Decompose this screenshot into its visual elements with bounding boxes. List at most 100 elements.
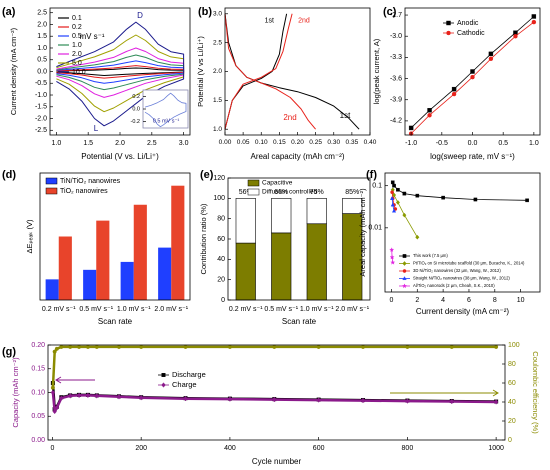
- marker: [76, 392, 82, 399]
- marker: [85, 344, 90, 349]
- arrow: [390, 389, 499, 397]
- series-line: [391, 192, 396, 210]
- y2-tick-label: 0: [508, 437, 512, 444]
- panel-label: (a): [2, 6, 16, 18]
- x-tick-label: 0.10: [255, 139, 268, 146]
- x-tick-label: 1.0: [51, 140, 61, 147]
- marker: [402, 261, 407, 266]
- y-axis-label: log(peak current, A): [372, 38, 381, 104]
- y-tick-label: -3.9: [390, 97, 402, 104]
- y-tick-label: 2.5: [213, 39, 222, 46]
- marker: [50, 389, 56, 396]
- y-tick-label: 0.2: [132, 94, 140, 100]
- x-tick-label: 1.5: [83, 140, 93, 147]
- marker: [183, 395, 188, 402]
- marker: [54, 346, 59, 351]
- marker: [316, 344, 321, 349]
- marker: [470, 69, 475, 74]
- y2-tick-label: 100: [508, 342, 520, 349]
- legend-label: Straight Ni/TiO₂ nanowires (38 µm, Wang,…: [413, 276, 510, 281]
- marker: [272, 344, 277, 349]
- bar: [158, 247, 172, 300]
- x-tick-label: 0.35: [346, 139, 359, 146]
- y-tick-label: 0.1: [372, 183, 382, 190]
- marker: [396, 187, 400, 192]
- x-tick-label: 400: [224, 445, 236, 452]
- panel-label: (b): [198, 6, 212, 18]
- x-tick-label: 1.0 mV s⁻¹: [117, 306, 151, 313]
- marker: [488, 51, 494, 57]
- x-tick-label: 0.05: [237, 139, 250, 146]
- y-tick-label: -2.0: [35, 115, 47, 122]
- x-tick-label: 200: [135, 445, 147, 452]
- x-axis-label: log(sweep rate, mV s⁻¹): [430, 152, 515, 161]
- y-tick-label: 2.0: [213, 68, 222, 75]
- bar-segment: [306, 198, 327, 225]
- marker: [449, 344, 454, 349]
- legend-swatch: [247, 179, 260, 187]
- series-label: 1st: [265, 18, 274, 25]
- y-tick-label: 80: [217, 216, 225, 223]
- y-tick-label: -3.3: [390, 54, 402, 61]
- marker: [138, 395, 144, 401]
- x-tick-label: 0.40: [364, 139, 377, 146]
- bar-segment: [342, 198, 363, 214]
- legend-label: 10.0: [72, 69, 86, 76]
- y-axis-label: Current density (mA cm⁻²): [9, 27, 18, 115]
- marker: [139, 344, 144, 349]
- x-axis-label: Cycle number: [252, 457, 302, 466]
- x-axis-label: Current density (mA cm⁻²): [416, 307, 509, 316]
- y-tick-label: 0.10: [31, 389, 45, 396]
- marker: [531, 14, 537, 19]
- x-tick-label: -0.5: [436, 140, 448, 147]
- marker: [390, 259, 396, 265]
- marker: [427, 108, 432, 113]
- bar-segment: [271, 232, 292, 301]
- legend-label: This work (7.5 µm): [413, 253, 448, 258]
- x-axis-label: Potential (V vs. Li/Li⁺): [81, 152, 159, 161]
- marker: [449, 398, 454, 405]
- x-tick-label: 0.20: [291, 139, 304, 146]
- y-tick-label: 20: [217, 277, 225, 284]
- marker: [488, 56, 494, 61]
- series-line: [392, 189, 418, 238]
- marker: [227, 396, 233, 402]
- bar: [133, 204, 147, 300]
- legend-label: 0.2: [72, 24, 82, 31]
- legend-label: 2.0: [72, 51, 82, 58]
- x-tick-label: 2.0 mV s⁻¹: [154, 306, 188, 313]
- marker: [68, 344, 73, 349]
- marker: [525, 198, 529, 203]
- x-tick-label: 1.0 mV s⁻¹: [300, 306, 334, 313]
- y-tick-label: 0.5: [37, 57, 47, 64]
- panel-label: (e): [200, 169, 214, 181]
- marker: [408, 125, 414, 131]
- legend-label: TiN/TiO₂ nanowires: [60, 178, 121, 185]
- y-axis-label: Potential (V vs Li/Li⁺): [196, 36, 205, 107]
- marker: [389, 254, 395, 260]
- x-tick-label: 0.5 mV s⁻¹: [264, 306, 298, 313]
- y-tick-label: 2.5: [37, 10, 47, 17]
- legend-label: 3D Ni/TiO₂ nanowires (32 µm, Wang, W., 2…: [413, 268, 501, 273]
- marker: [389, 196, 395, 200]
- bar: [58, 236, 72, 300]
- y-tick-label: -2.5: [35, 127, 47, 134]
- series-line: [392, 182, 528, 201]
- y-tick-label: -3.0: [390, 33, 402, 40]
- marker: [390, 180, 395, 185]
- legend-swatch: [45, 177, 58, 185]
- marker: [59, 344, 64, 349]
- y-tick-label: 1.0: [37, 45, 47, 52]
- y-tick-label: -3.6: [390, 75, 402, 82]
- x-tick-label: 6: [467, 297, 471, 304]
- y-tick-label: 40: [217, 256, 225, 263]
- inset-background: [143, 90, 188, 128]
- legend-label: Diffusion controlled: [262, 189, 318, 196]
- y-tick-label: 3.0: [213, 10, 222, 17]
- y-tick-label: 1.0: [213, 126, 222, 133]
- x-tick-label: 0.25: [309, 139, 322, 146]
- bar-segment: [235, 198, 256, 244]
- marker: [316, 397, 321, 403]
- marker: [52, 349, 57, 354]
- marker: [161, 382, 166, 388]
